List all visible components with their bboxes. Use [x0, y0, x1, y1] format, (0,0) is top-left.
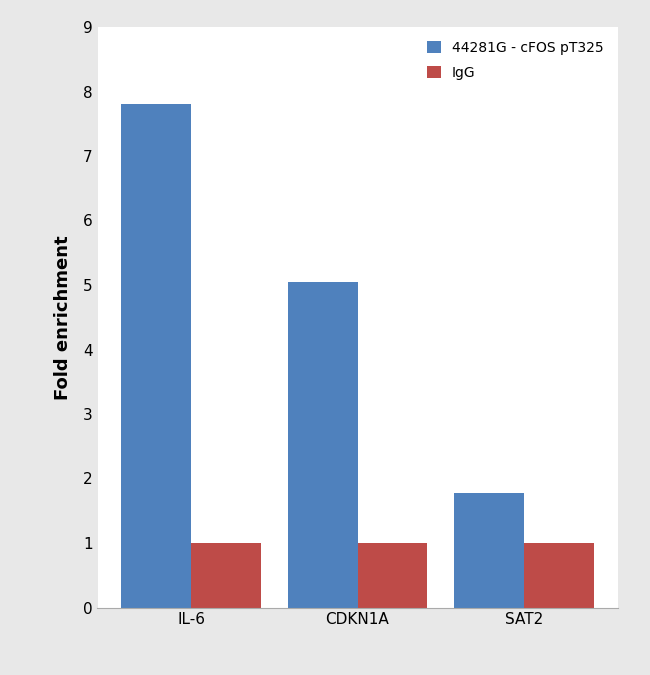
Legend: 44281G - cFOS pT325, IgG: 44281G - cFOS pT325, IgG [420, 34, 610, 87]
Bar [191, 543, 261, 608]
Bar [287, 281, 358, 608]
Bar [454, 493, 524, 608]
Bar [524, 543, 594, 608]
Y-axis label: Fold enrichment: Fold enrichment [54, 235, 72, 400]
Bar [358, 543, 428, 608]
Bar [121, 105, 191, 608]
